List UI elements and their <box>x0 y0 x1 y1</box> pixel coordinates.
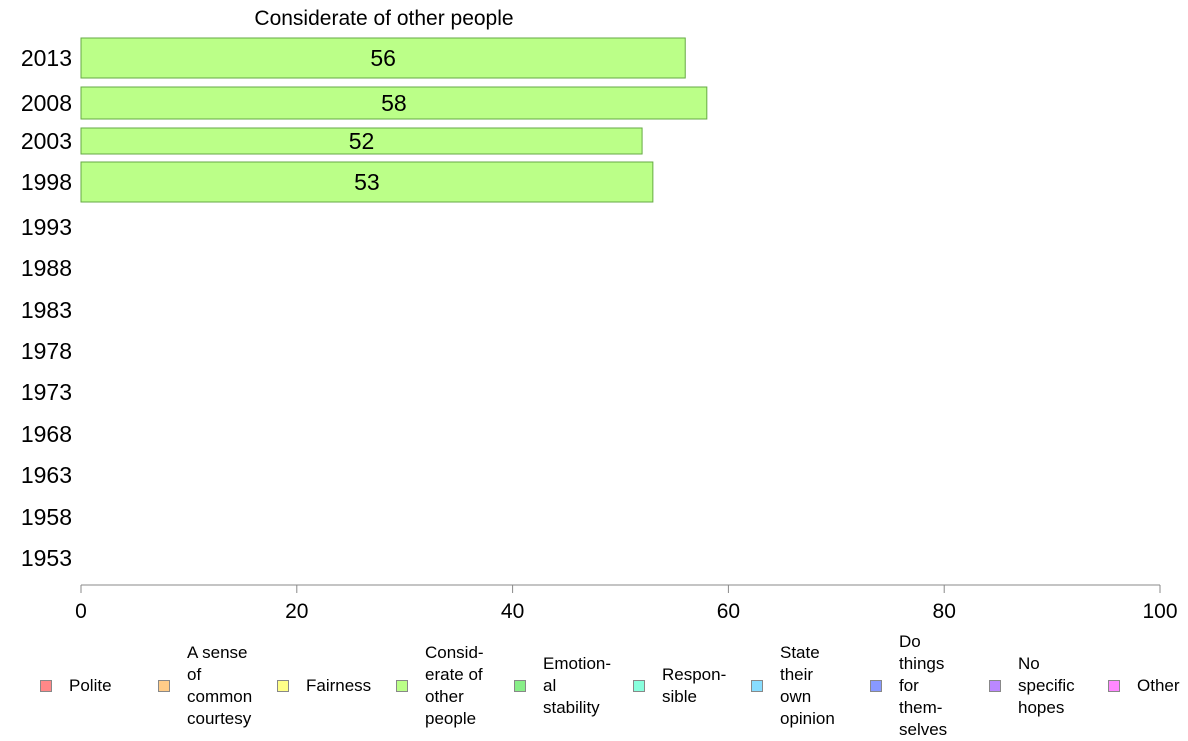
legend-label: Respon- sible <box>662 665 727 706</box>
legend-swatch <box>1108 680 1120 692</box>
category-label: 1973 <box>21 379 72 405</box>
legend-label: Emotion- al stability <box>543 654 612 717</box>
legend-swatch <box>396 680 408 692</box>
data-label: 52 <box>349 128 375 154</box>
legend-item: Polite <box>40 636 112 736</box>
legend-swatch <box>633 680 645 692</box>
legend-label: State their own opinion <box>780 643 835 728</box>
x-tick-label: 100 <box>1142 600 1177 623</box>
legend-label: Consid- erate of other people <box>425 643 484 728</box>
legend-swatch <box>158 680 170 692</box>
category-label: 2008 <box>21 90 72 116</box>
category-label: 1988 <box>21 255 72 281</box>
x-tick-label: 20 <box>285 600 308 623</box>
data-label: 56 <box>370 45 396 71</box>
category-label: 1953 <box>21 545 72 571</box>
legend-label: Polite <box>69 676 112 695</box>
category-label: 2013 <box>21 45 72 71</box>
legend-label: Other <box>1137 676 1180 695</box>
category-label: 1968 <box>21 421 72 447</box>
category-label: 1993 <box>21 214 72 240</box>
legend-label: No specific hopes <box>1018 654 1075 717</box>
legend-swatch <box>870 680 882 692</box>
category-label: 1978 <box>21 338 72 364</box>
bar-2013 <box>80 37 686 79</box>
category-label: 1983 <box>21 297 72 323</box>
legend-swatch <box>277 680 289 692</box>
x-tick-label: 80 <box>933 600 956 623</box>
legend-item: Other <box>1108 636 1180 736</box>
bar-2008 <box>80 86 708 120</box>
chart-title: Considerate of other people <box>254 7 513 30</box>
legend-item: Fairness <box>277 636 371 736</box>
x-tick-label: 40 <box>501 600 524 623</box>
legend-swatch <box>514 680 526 692</box>
x-tick-label: 0 <box>75 600 87 623</box>
category-label: 1998 <box>21 169 72 195</box>
legend-item: A sense of common courtesy <box>158 636 252 736</box>
bar-2003 <box>80 127 643 155</box>
category-label: 1958 <box>21 504 72 530</box>
legend-swatch <box>751 680 763 692</box>
category-label: 1963 <box>21 462 72 488</box>
data-label: 53 <box>354 169 380 195</box>
legend-label: Fairness <box>306 676 372 695</box>
bar-1998 <box>80 161 654 203</box>
legend-item: Emotion- al stability <box>514 636 611 736</box>
data-label: 58 <box>381 90 407 116</box>
category-label: 2003 <box>21 128 72 154</box>
legend-item: Respon- sible <box>633 636 726 736</box>
legend-swatch <box>40 680 52 692</box>
legend-item: Consid- erate of other people <box>396 636 484 736</box>
legend-item: Do things for them- selves <box>870 632 947 739</box>
legend-item: No specific hopes <box>989 636 1075 736</box>
legend-swatch <box>989 680 1001 692</box>
legend-item: State their own opinion <box>751 636 835 736</box>
legend-label: A sense of common courtesy <box>187 643 253 728</box>
legend: Polite A sense of common courtesy Fairness… <box>0 632 1188 739</box>
x-tick-label: 60 <box>717 600 740 623</box>
legend-label: Do things for them- selves <box>899 632 948 739</box>
